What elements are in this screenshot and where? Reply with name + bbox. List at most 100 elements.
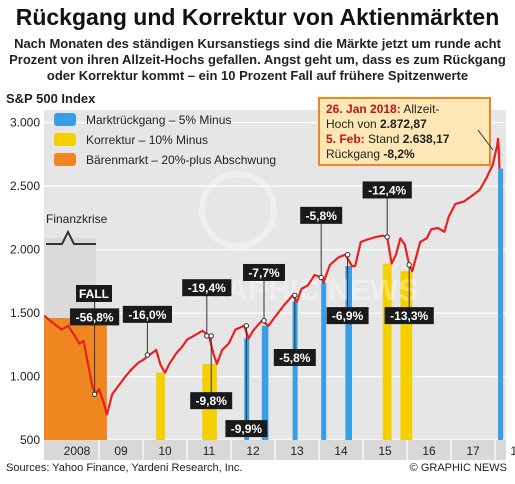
drop-label: -19,4% [188,281,226,295]
legend-label: Korrektur – 10% Minus [86,133,208,147]
drop-text: Rückgang [326,147,383,161]
x-tick-label: 2008 [64,444,91,458]
drop-value: -8,2% [383,147,415,161]
connector-dot [406,262,412,268]
drop-label: -13,3% [390,309,428,323]
band-decline [345,266,352,440]
legend-label: Bärenmarkt – 20%-plus Abschwung [86,153,276,167]
connector-dot [384,234,390,240]
x-tick-label: 18 [510,444,515,458]
ath-value: 2.872,87 [380,117,427,131]
callout-pointer [477,129,494,151]
legend: Marktrückgang – 5% Minus Korrektur – 10% … [54,113,276,167]
x-tick-label: 13 [290,444,304,458]
feb-date: 5. Feb: [326,132,365,146]
band-correction [400,271,413,440]
drop-label: -9,8% [196,394,228,408]
page-title: Rückgang und Korrektur von Aktienmärkten [15,4,500,30]
band-decline [321,282,327,440]
drop-label: -6,9% [332,309,364,323]
band-correction [156,372,165,440]
drop-label: -12,4% [368,183,406,197]
y-tick-label: 500 [20,433,40,447]
subtitle: Nach Monaten des ständigen Kursanstiegs … [6,36,509,84]
finanzkrise-label: Finanzkrise [46,212,108,226]
drop-label-box [122,305,172,323]
series-group [44,137,501,416]
callout-line-1: 26. Jan 2018: Allzeit- [326,102,439,116]
drop-labels: -56,8% -16,0% -19,4% -9,8%-9,9% -7,7% -5,8% -5… [70,181,434,438]
connector-dot [144,352,151,358]
legend-label: Marktrückgang – 5% Minus [86,113,231,127]
footer-sources: Sources: Yahoo Finance, Yardeni Research… [6,462,243,474]
axes: 3.000 2.500 2.000 1.500 1.000 500 2008 09 10 11 12… [10,116,515,460]
callout-line-4: Rückgang -8,2% [326,147,415,161]
ath-text-2: Hoch von [326,117,380,131]
drop-label-box [300,206,343,224]
drop-label-box [362,181,412,199]
drop-label: -56,8% [76,310,114,324]
subtitle-line: Nach Monaten des ständigen Kursanstiegs … [14,36,501,51]
x-tick-label: 16 [422,444,436,458]
band-decline [292,301,298,440]
drop-label: -16,0% [128,308,166,322]
legend-swatch [54,153,76,166]
connector-dot [292,292,298,299]
connector-dot [318,274,324,281]
connector-dot [91,391,98,398]
drop-label: -9,9% [231,422,263,436]
footer-credit: © GRAPHIC NEWS [409,462,507,474]
finanzkrise-bracket [46,229,96,245]
y-tick-label: 2.000 [10,243,40,257]
y-tick-label: 2.500 [10,179,40,193]
ath-text-1: Allzeit- [401,102,440,116]
connector-dot [208,333,214,339]
x-tick-label: 14 [334,444,348,458]
x-tick-label: 12 [246,444,260,458]
connector-dot [261,317,267,324]
y-tick-label: 3.000 [10,116,40,130]
callout-line-2: Hoch von 2.872,87 [326,117,427,131]
chart-title: S&P 500 Index [6,91,96,106]
fall-box [76,285,112,302]
x-tick-label: 09 [114,444,128,458]
fall-text: FALL [79,287,109,301]
band-decline [261,325,269,440]
band-decline [498,168,504,440]
connectors [91,189,412,429]
x-tick-label: 15 [378,444,392,458]
feb-text: Stand [365,132,403,146]
x-tick-label: 10 [158,444,172,458]
finanzkrise-shade [44,238,96,318]
feb-value: 2.638,17 [403,132,450,146]
drop-label: -5,8% [306,209,338,223]
drop-label-box [70,308,120,326]
x-tick-label: 11 [203,444,216,458]
callout-line-3: 5. Feb: Stand 2.638,17 [326,132,450,146]
connector-dot [204,333,210,339]
connector-dot [344,251,351,258]
subtitle-line: oder Korrektur kommt – ein 10 Prozent Fa… [46,68,469,83]
callout-box [318,97,491,166]
callout: 26. Jan 2018: Allzeit- Hoch von 2.872,87… [318,97,494,166]
band-bear [44,315,107,440]
drop-label-box [384,307,434,325]
drop-label-box [273,349,316,366]
ath-date: 26. Jan 2018: [326,102,401,116]
y-tick-label: 1.000 [10,370,40,384]
band-correction [382,263,392,440]
legend-swatch [54,133,76,146]
drop-label-box [190,392,233,410]
series-line-sp500 [44,137,501,416]
watermark-logo [199,171,277,249]
connector-dot [243,323,250,329]
drop-label: -5,8% [279,351,311,365]
legend-swatch [54,113,76,126]
drop-label-box [225,420,268,438]
subtitle-line: Prozent von ihren Allzeit-Hochs gefallen… [9,52,506,67]
fall-label: FALL [76,285,112,302]
drop-label: -7,7% [248,266,280,280]
finanzkrise-marker: Finanzkrise [44,212,108,318]
